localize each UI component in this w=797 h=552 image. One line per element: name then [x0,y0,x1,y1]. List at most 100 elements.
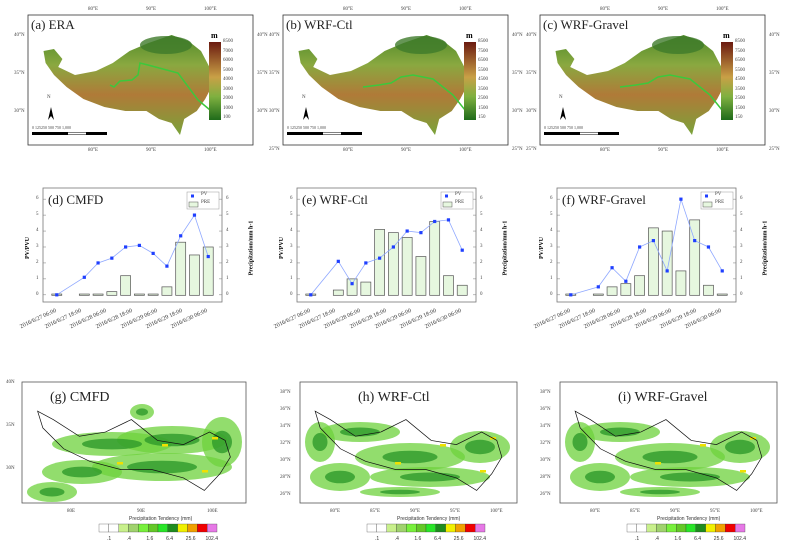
lon-label: 90°E [410,509,421,514]
lon-label: 100E [207,509,218,514]
colorbar-label: 1500 [735,105,745,111]
legend-pv-label: PV [455,192,462,197]
y2-tick-label: 4 [226,228,229,234]
legend-pre-label: PRE [715,200,725,205]
colorbar-cell [187,523,198,533]
elevation-colorbar [721,42,733,120]
panel-title: (c) WRF-Gravel [543,17,629,32]
y2-tick-label: 3 [740,243,743,249]
colorbar-label: 4500 [478,77,488,82]
colorbar-cell [695,523,706,533]
precipitation-map [559,381,778,504]
colorbar-label: .1 [635,536,640,542]
lat-label: 40°N [512,33,523,38]
colorbar-cell [465,523,476,533]
colorbar-cell [376,523,387,533]
precipitation-map [299,381,518,504]
colorbar-cell [475,523,486,533]
y-tick-label: 2 [550,259,553,265]
pv-point [706,245,711,249]
pre-bar [175,241,187,296]
lon-label: 80°E [343,7,354,12]
colorbar-label: 6500 [735,58,745,63]
pv-point [405,229,409,233]
colorbar-unit: m [723,31,730,40]
colorbar-label: 100 [223,115,231,120]
colorbar-label: 25.6 [713,536,724,542]
precip-core [380,489,420,495]
y-tick-label: 5 [290,212,293,218]
lat-label: 35N [6,423,15,428]
pv-point [596,285,600,289]
y2-axis-label: Precipitation/mm h-1 [502,220,509,276]
pre-bar [106,291,118,296]
colorbar-cell [366,523,377,533]
colorbar-label: 1.6 [146,536,154,542]
plateau-boundary [575,411,762,490]
colorbar-cell [646,523,657,533]
lon-label: 100°E [459,148,472,153]
y2-tick-label: 5 [740,212,743,218]
colorbar-label: 6.4 [434,536,442,542]
precip-colorbar [626,523,746,533]
terrain-map [539,14,766,146]
lat-label: 40°N [257,33,268,38]
heavy-precip-spot [162,444,168,447]
lon-label: 80°E [330,509,341,514]
pre-bar [634,275,645,296]
chart-title: (e) WRF-Ctl [302,192,368,207]
lon-label: 80°E [600,148,611,153]
colorbar-label: 102.4 [205,536,219,542]
lon-label: 90°E [670,509,681,514]
track-line [619,74,723,111]
colorbar-label: 6000 [223,58,233,63]
colorbar-label: 5500 [478,67,488,73]
pv-point [460,248,464,252]
lat-label: 30°N [769,109,780,114]
lon-label: 100°E [750,509,763,514]
lat-label: 36°N [540,407,551,412]
y-tick-label: 0 [36,291,39,297]
y-tick-label: 5 [550,212,553,218]
pv-point [433,219,437,224]
plateau-terrain [43,35,214,135]
heavy-precip-spot [395,462,401,465]
track-line [109,62,211,111]
colorbar-label: 2000 [223,96,233,101]
colorbar-cell [705,523,716,533]
colorbar-cell [626,523,637,533]
lon-label: 85°E [370,509,381,514]
lon-label: 80°E [600,7,611,12]
qaidam-basin [140,36,192,54]
colorbar-label: 4500 [735,77,745,82]
pre-bar [202,246,214,296]
panel-title: (h) WRF-Ctl [358,390,430,405]
colorbar-label: 7500 [735,48,745,54]
pv-point [610,266,614,270]
colorbar-label: 150 [735,115,743,120]
colorbar-cell [157,523,168,533]
precip-colorbar [98,523,218,533]
colorbar-cell [455,523,466,533]
y2-tick-label: 6 [740,196,743,202]
precip-core [136,408,148,416]
lat-label: 36°N [280,407,291,412]
precip-core [400,472,460,482]
pv-point [665,269,669,273]
y2-tick-label: 6 [226,196,229,202]
precip-core [325,470,355,484]
lon-label: 100°E [716,148,729,153]
precip-core [340,427,380,437]
y2-tick-label: 4 [740,228,743,234]
colorbar-label: 8500 [735,39,745,44]
north-arrow-icon [303,107,309,120]
y-tick-label: 3 [36,243,39,249]
colorbar-cell [715,523,726,533]
lat-label: 25°N [512,147,523,152]
colorbar-label: 25.6 [185,536,196,542]
lat-label: 35°N [769,71,780,76]
y2-tick-label: 0 [740,291,743,297]
legend-pre-swatch [188,201,199,208]
legend-pv-marker [445,194,448,198]
terrain-map [282,14,509,146]
